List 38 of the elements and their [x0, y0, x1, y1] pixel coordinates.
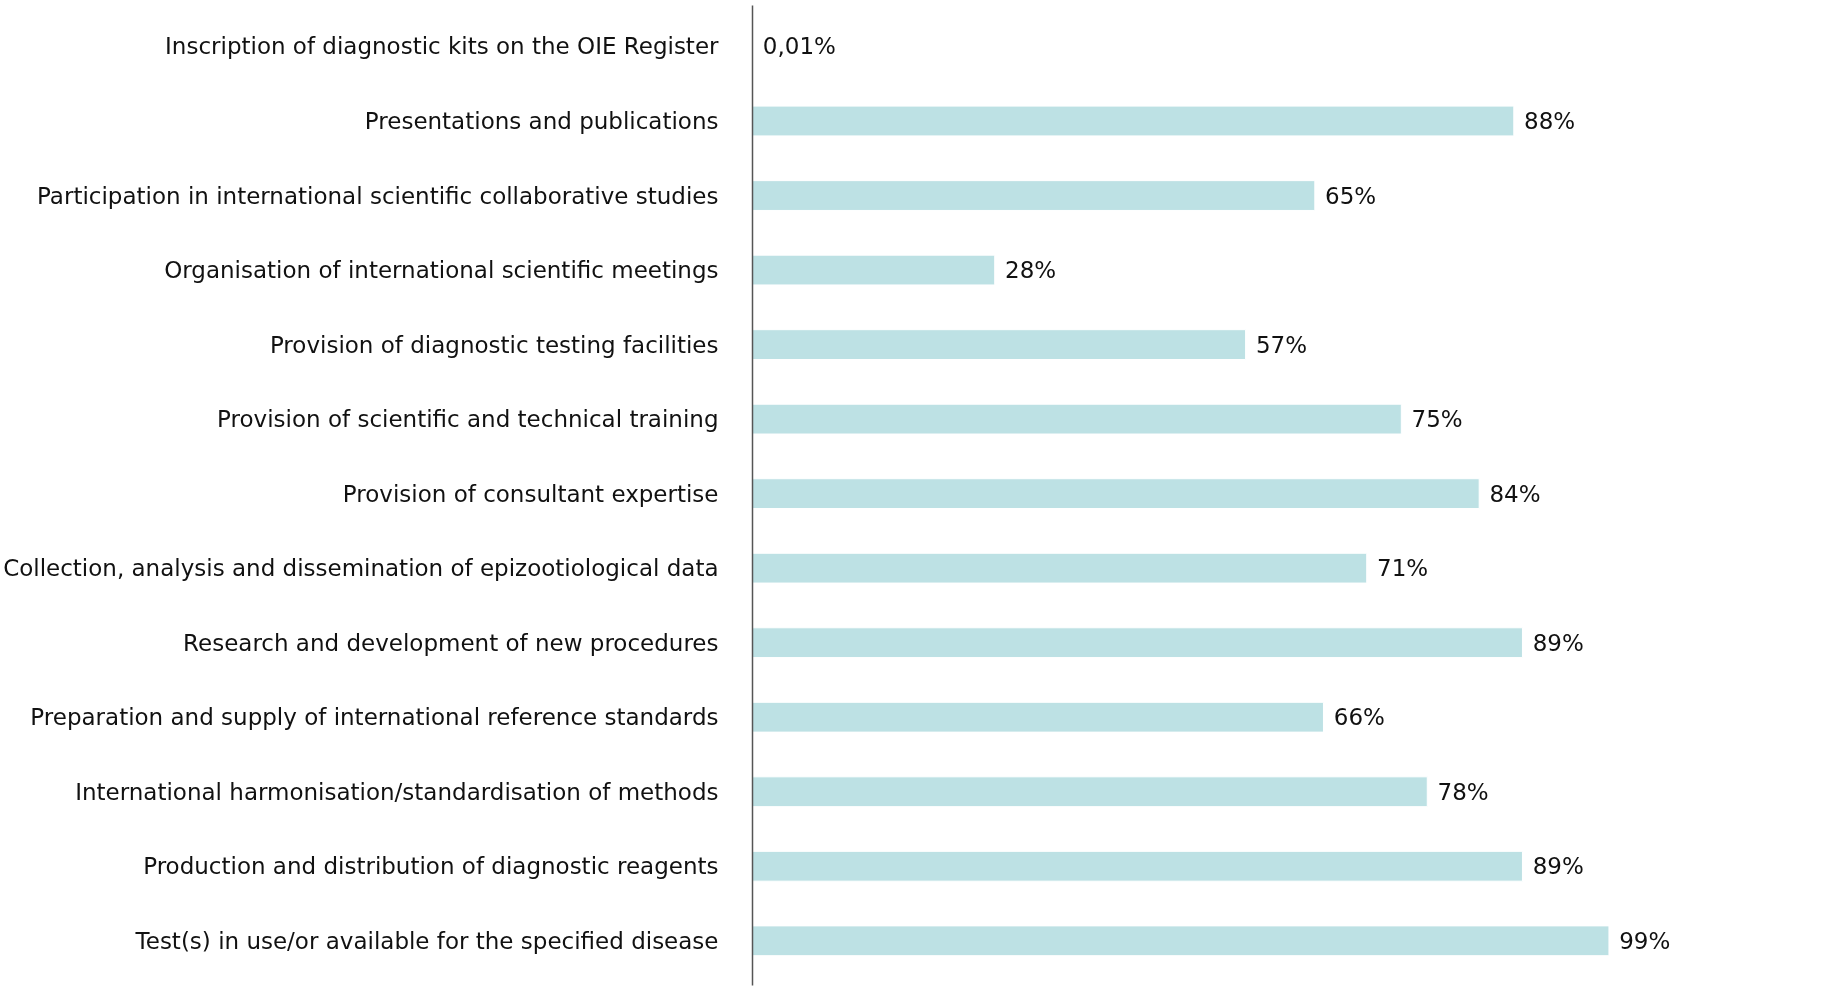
y-tick-label: Research and development of new procedures [183, 629, 719, 656]
data-label: 88% [1524, 108, 1576, 135]
bar [752, 701, 1324, 733]
data-label: 99% [1619, 927, 1671, 954]
data-label: 89% [1532, 853, 1584, 880]
y-tick-label: Production and distribution of diagnostic reagents [143, 853, 719, 880]
y-tick-label: Organisation of international scientific meetings [164, 257, 719, 284]
y-tick-label: Provision of consultant expertise [342, 480, 719, 507]
bar [752, 850, 1523, 882]
data-label: 71% [1377, 555, 1429, 582]
bar [752, 329, 1247, 360]
bar [752, 403, 1402, 435]
data-label: 65% [1325, 182, 1377, 209]
y-tick-label: Provision of scientific and technical training [217, 406, 719, 433]
bar [752, 776, 1428, 808]
bar [752, 925, 1610, 957]
data-label: 57% [1255, 331, 1308, 358]
bar [752, 478, 1480, 510]
y-tick-label: Test(s) in use/or available for the specified disease [134, 927, 719, 954]
bar [752, 105, 1515, 137]
bar [752, 180, 1316, 211]
data-label: 84% [1489, 480, 1541, 507]
bar [752, 627, 1523, 659]
y-tick-label: Inscription of diagnostic kits on the OIE Register [165, 33, 720, 60]
y-tick-label: Participation in international scientific collaborative studies [37, 182, 719, 209]
data-label: 78% [1437, 778, 1489, 805]
y-tick-label: International harmonisation/standardisation of methods [75, 778, 719, 805]
data-label: 66% [1333, 704, 1385, 731]
data-label: 28% [1005, 257, 1057, 284]
y-tick-label: Provision of diagnostic testing facilities [269, 331, 719, 358]
y-tick-label: Collection, analysis and dissemination of epizootiological data [3, 555, 719, 582]
y-tick-label: Preparation and supply of international reference standards [30, 704, 719, 731]
data-label: 75% [1411, 406, 1463, 433]
bar [752, 552, 1368, 584]
y-tick-label: Presentations and publications [364, 108, 719, 135]
bar [752, 254, 996, 286]
data-label: 0,01% [762, 33, 836, 60]
data-label: 89% [1532, 629, 1584, 656]
